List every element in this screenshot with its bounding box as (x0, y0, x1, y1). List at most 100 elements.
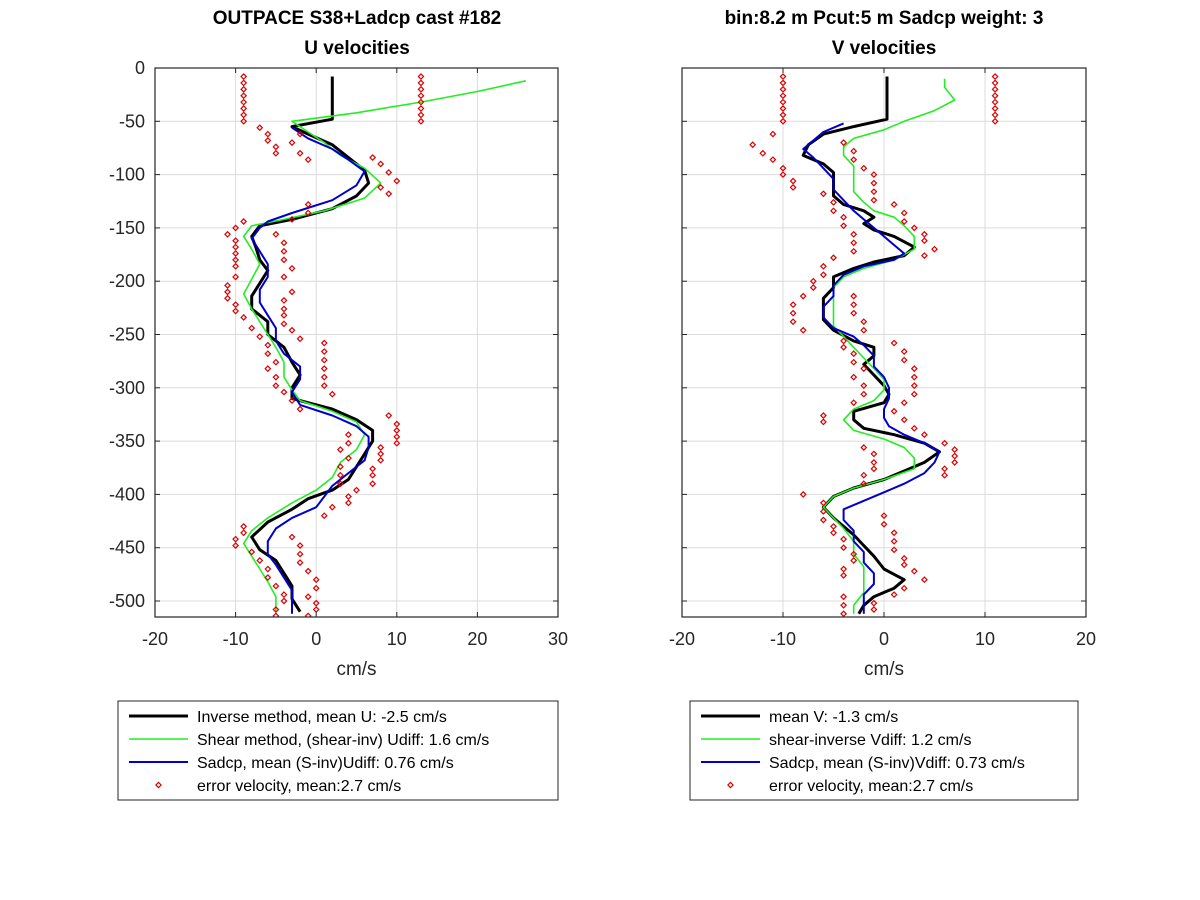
v-error-velocity-point (850, 350, 858, 358)
u-error-velocity-point (304, 201, 312, 208)
u-x-tick-label: 30 (548, 629, 568, 649)
v-series-group (749, 73, 999, 617)
v-legend: mean V: -1.3 cm/s shear-inverse Vdiff: 1.… (689, 700, 1079, 801)
v-error-velocity-point (991, 98, 999, 106)
u-error-velocity-point (232, 224, 240, 232)
v-x-axis-label: cm/s (864, 659, 904, 680)
v-panel-subtitle: V velocities (832, 38, 937, 59)
v-error-velocity-point (819, 418, 827, 426)
u-panel-title: OUTPACE S38+Ladcp cast #182 (213, 8, 501, 29)
u-error-velocity-point (264, 350, 272, 358)
u-error-velocity-point (272, 373, 280, 381)
v-error-velocity-point (900, 584, 908, 592)
u-error-velocity-point (320, 339, 328, 347)
v-error-velocity-point (840, 337, 848, 345)
u-error-velocity-point (288, 397, 296, 405)
v-error-velocity-point (860, 471, 868, 479)
u-error-velocity-point (320, 382, 328, 390)
u-error-velocity-point (312, 599, 320, 607)
u-error-velocity-point (280, 247, 288, 255)
v-error-velocity-point (910, 424, 918, 432)
v-error-velocity-point (900, 399, 908, 407)
v-error-velocity-point (850, 247, 858, 255)
v-error-velocity-point (819, 516, 827, 524)
u-legend-entry: Inverse method, mean U: -2.5 cm/s (197, 709, 447, 726)
u-error-velocity-point (304, 612, 312, 617)
u-error-velocity-point (344, 431, 352, 439)
u-error-velocity-point (272, 382, 280, 390)
u-error-velocity-point (232, 542, 240, 550)
u-error-velocity-point (240, 98, 248, 106)
v-error-velocity-point (870, 179, 878, 187)
v-error-velocity-point (819, 499, 827, 507)
v-error-velocity-point (890, 591, 898, 599)
u-error-velocity-point (272, 606, 280, 613)
v-error-velocity-point (779, 73, 787, 80)
v-error-velocity-point (910, 390, 918, 398)
u-error-velocity-point (344, 493, 352, 500)
v-error-velocity-point (819, 271, 827, 279)
u-x-tick-label: -20 (142, 629, 168, 649)
u-error-velocity-point (272, 358, 280, 366)
v-error-velocity-point (870, 196, 878, 204)
u-error-velocity-point (417, 117, 425, 125)
v-inverse-series-line (801, 76, 941, 615)
v-legend-marker-error (727, 781, 734, 789)
u-error-velocity-point (264, 130, 272, 138)
v-error-velocity-point (789, 318, 797, 326)
v-error-velocity-point (799, 292, 807, 300)
v-error-velocity-point (910, 373, 918, 381)
v-error-velocity-point (850, 373, 858, 381)
v-error-velocity-point (779, 164, 787, 172)
u-inverse-series-line (250, 76, 375, 613)
v-error-velocity-point (870, 171, 878, 179)
u-legend-entry: error velocity, mean:2.7 cm/s (197, 778, 401, 795)
u-legend-marker-error (155, 781, 162, 789)
v-error-velocity-point (900, 561, 908, 569)
v-error-velocity-point (860, 326, 868, 334)
u-x-tick-label: 20 (467, 629, 487, 649)
v-error-velocity-point (951, 446, 959, 454)
u-error-velocity-series (224, 73, 425, 617)
u-error-velocity-point (280, 311, 288, 319)
v-error-velocity-point (900, 348, 908, 356)
u-error-velocity-point (240, 73, 248, 80)
u-error-velocity-point (264, 565, 272, 573)
u-error-velocity-point (312, 584, 320, 592)
u-legend-entry: Sadcp, mean (S-inv)Udiff: 0.76 cm/s (197, 755, 454, 772)
v-error-velocity-point (830, 207, 837, 215)
v-error-velocity-point (779, 117, 787, 125)
v-error-velocity-point (920, 576, 928, 584)
v-error-velocity-point (941, 471, 949, 479)
v-error-velocity-point (779, 79, 787, 87)
v-error-velocity-point (860, 444, 868, 451)
v-x-tick-label: -20 (669, 629, 695, 649)
v-x-tick-label: 10 (975, 629, 995, 649)
v-error-velocity-point (870, 450, 878, 458)
v-error-velocity-point (809, 277, 817, 285)
v-error-velocity-point (840, 565, 848, 573)
v-error-velocity-point (860, 318, 868, 326)
v-legend-entry: Sadcp, mean (S-inv)Vdiff: 0.73 cm/s (769, 755, 1025, 772)
u-error-velocity-point (224, 230, 231, 238)
u-error-velocity-point (393, 426, 401, 434)
v-error-velocity-point (840, 222, 848, 230)
u-x-tick-label: -10 (223, 629, 249, 649)
u-error-velocity-point (369, 480, 377, 488)
v-error-velocity-point (991, 117, 999, 125)
u-error-velocity-point (353, 486, 360, 494)
v-error-velocity-point (941, 465, 949, 473)
u-error-velocity-point (377, 450, 385, 458)
v-legend-entry: mean V: -1.3 cm/s (769, 709, 898, 726)
v-error-velocity-point (749, 141, 757, 149)
u-error-velocity-point (256, 124, 264, 132)
u-axes-frame (154, 67, 559, 618)
v-error-velocity-point (870, 599, 878, 607)
u-error-velocity-point (296, 542, 304, 550)
u-error-velocity-point (393, 433, 401, 441)
u-error-velocity-point (232, 243, 240, 251)
v-error-velocity-point (991, 111, 999, 119)
v-error-velocity-point (991, 85, 999, 93)
u-error-velocity-point (280, 320, 288, 328)
u-error-velocity-point (280, 273, 288, 281)
